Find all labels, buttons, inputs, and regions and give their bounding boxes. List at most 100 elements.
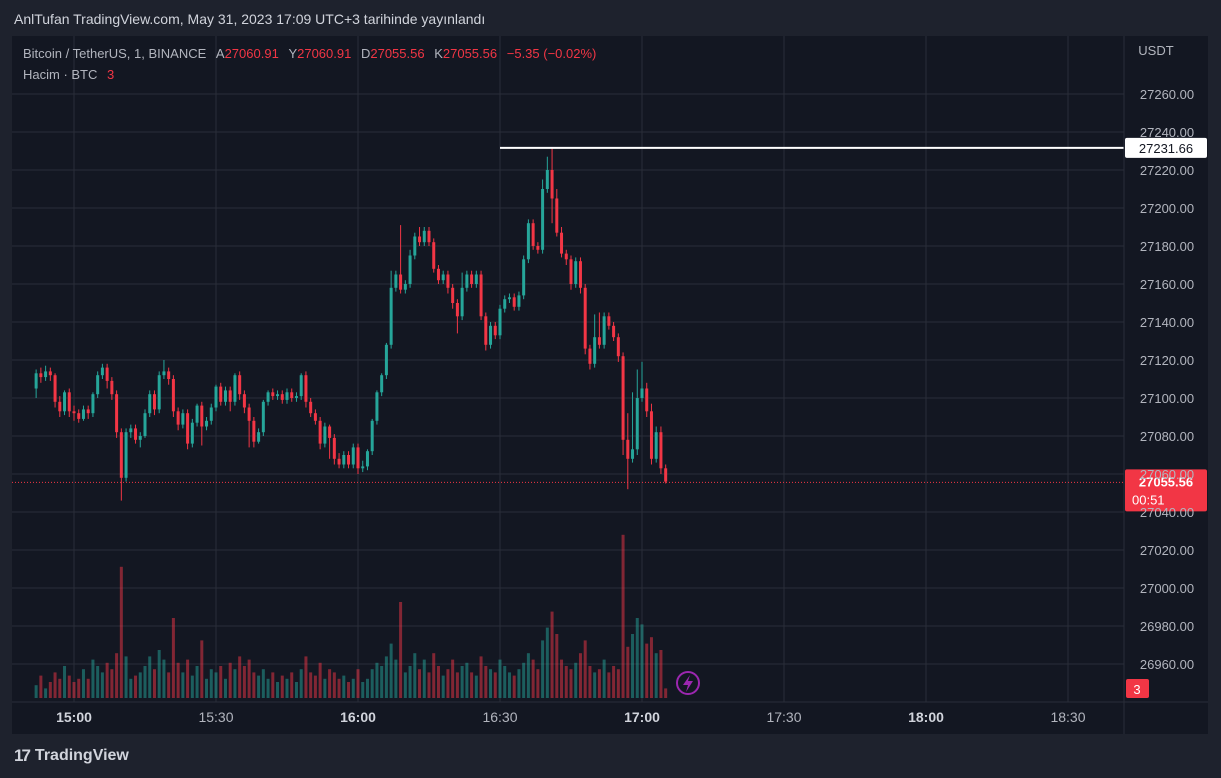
open-value: 27060.91 [224, 46, 279, 61]
volume-bar [143, 666, 147, 698]
volume-bar [635, 618, 639, 698]
candle-body [536, 246, 540, 250]
x-tick-label: 17:00 [624, 709, 660, 725]
candle-body [157, 375, 161, 410]
volume-bar [380, 666, 384, 698]
candle-body [252, 420, 256, 442]
volume-bar [247, 659, 251, 698]
candle-body [365, 451, 369, 467]
volume-bar [347, 682, 351, 698]
candle-body [635, 398, 639, 450]
candle-body [484, 316, 488, 345]
volume-bar [474, 675, 478, 698]
volume-bar [645, 643, 649, 698]
volume-bar [209, 669, 213, 698]
volume-bar [200, 640, 204, 698]
candle-body [67, 392, 71, 412]
open-label: A [215, 46, 225, 61]
volume-bar [205, 678, 209, 698]
candle-body [418, 236, 422, 243]
candle-body [266, 392, 270, 402]
candle-body [162, 371, 166, 376]
candle-body [507, 297, 511, 300]
volume-bar [384, 656, 388, 698]
volume-bar [531, 659, 535, 698]
ray-price-label: 27231.66 [1139, 141, 1193, 156]
candle-body [479, 274, 483, 317]
candle-body [436, 268, 440, 281]
x-tick-label: 16:30 [482, 709, 517, 725]
candle-body [304, 375, 308, 402]
candle-body [470, 274, 474, 284]
candle-body [34, 373, 38, 389]
candle-body [370, 420, 374, 452]
candle-body [81, 409, 85, 419]
last-price-label-bg [1125, 469, 1207, 512]
candle-body [465, 274, 469, 288]
candle-body [223, 390, 227, 402]
candle-body [432, 242, 436, 269]
price-candles [34, 147, 668, 501]
candle-body [408, 255, 412, 284]
y-tick-label: 26980.00 [1140, 619, 1194, 634]
volume-bar [313, 675, 317, 698]
symbol-title[interactable]: Bitcoin / TetherUS, 1, BINANCE [23, 46, 207, 61]
candle-body [503, 299, 507, 309]
lightning-icon[interactable] [676, 671, 700, 695]
candle-body [342, 455, 346, 465]
candle-body [626, 439, 630, 459]
volume-bar [593, 672, 597, 698]
volume-bar [186, 659, 190, 698]
volume-bar [507, 672, 511, 698]
chart-grid [12, 36, 1124, 702]
candle-body [148, 394, 152, 414]
chart-overlay: 27231.66 27055.56 00:51 3 [12, 137, 1207, 698]
volume-bar [649, 637, 653, 698]
volume-bar [318, 662, 322, 698]
volume-bar [157, 650, 161, 698]
candle-body [588, 348, 592, 364]
candle-body [441, 274, 445, 281]
volume-label[interactable]: Hacim · BTC [23, 67, 98, 82]
candle-body [176, 411, 180, 425]
ray-price-label-bg [1125, 137, 1207, 158]
candle-body [607, 316, 611, 326]
volume-bar [276, 682, 280, 698]
candle-body [455, 303, 459, 317]
volume-bar [479, 656, 483, 698]
y-tick-label: 27140.00 [1140, 315, 1194, 330]
y-tick-label: 27240.00 [1140, 125, 1194, 140]
candle-body [493, 325, 497, 336]
volume-bar [63, 666, 67, 698]
volume-bar [129, 678, 133, 698]
volume-bar [266, 678, 270, 698]
close-label: K [434, 46, 443, 61]
volume-bar [294, 682, 298, 698]
x-tick-label: 15:00 [56, 709, 92, 725]
volume-value: 3 [107, 67, 115, 82]
volume-bar [181, 672, 185, 698]
y-tick-label: 27020.00 [1140, 543, 1194, 558]
volume-bar [271, 672, 275, 698]
low-label: D [360, 46, 371, 61]
volume-bar [77, 678, 81, 698]
volume-bar [522, 662, 526, 698]
candle-body [578, 261, 582, 288]
x-tick-label: 18:00 [908, 709, 944, 725]
volume-bar [512, 675, 516, 698]
volume-bar [394, 659, 398, 698]
candle-body [63, 392, 67, 412]
volume-bar [446, 669, 450, 698]
candle-body [77, 413, 81, 419]
candle-body [53, 375, 57, 402]
volume-bar [228, 662, 232, 698]
volume-bar [403, 672, 407, 698]
volume-bar [578, 653, 582, 698]
volume-bar [290, 672, 294, 698]
volume-bar [124, 656, 128, 698]
candle-body [181, 413, 185, 425]
candle-body [285, 392, 289, 400]
candle-body [323, 426, 327, 444]
candle-body [555, 198, 559, 233]
